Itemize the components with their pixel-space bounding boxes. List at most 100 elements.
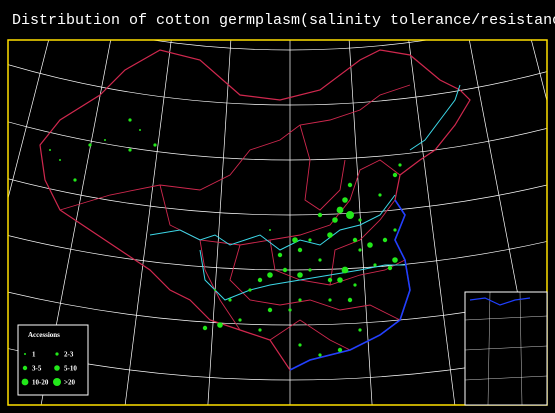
accession-point (128, 118, 132, 122)
accession-point (332, 217, 338, 223)
accession-point (298, 343, 302, 347)
accession-point (327, 277, 333, 283)
accession-point (139, 129, 141, 131)
meridian (8, 40, 50, 200)
legend-title: Accessions (28, 331, 60, 339)
accession-point (288, 308, 292, 312)
accession-point (292, 237, 298, 243)
accession-point (257, 277, 263, 283)
accession-point (317, 212, 323, 218)
accession-point (358, 328, 362, 332)
accession-point (358, 248, 362, 252)
inset-grid-line (464, 345, 548, 351)
inset-grid-line (464, 315, 548, 321)
province-border (229, 244, 401, 321)
accession-point (352, 237, 358, 243)
accession-point (346, 211, 354, 219)
accession-point (392, 257, 398, 263)
accession-point (202, 325, 208, 331)
accession-point (297, 272, 303, 278)
accession-point (59, 159, 61, 161)
accession-point (387, 265, 393, 271)
legend-symbol (21, 378, 29, 386)
accession-point (327, 232, 333, 238)
legend-symbol (22, 365, 28, 371)
accession-point (337, 347, 343, 353)
accession-point (308, 268, 312, 272)
accession-point (267, 272, 273, 278)
accession-point (258, 328, 262, 332)
accession-point (88, 143, 92, 147)
inset-map (464, 291, 548, 406)
accession-point (328, 298, 332, 302)
meridian (348, 40, 373, 405)
meridian (124, 40, 172, 405)
accession-point (297, 247, 303, 253)
inset-grid-line (487, 291, 491, 406)
meridian (530, 40, 547, 103)
province-border (299, 124, 346, 211)
map-title: Distribution of cotton germplasm(salinit… (12, 12, 555, 29)
coastline (289, 199, 411, 371)
legend-label: 2-3 (64, 351, 74, 359)
accession-point (73, 178, 77, 182)
accession-point (238, 318, 242, 322)
accession-point (353, 283, 357, 287)
map-frame (7, 39, 548, 406)
accession-point (104, 139, 106, 141)
accession-point (392, 172, 398, 178)
legend-items: 1 2-3 3-5 5-10 10-20 >20 (21, 351, 77, 387)
accession-point (336, 206, 344, 214)
legend-label: 3-5 (32, 365, 42, 373)
accession-point (393, 228, 397, 232)
accession-point (382, 237, 388, 243)
accession-point (341, 266, 349, 274)
legend-label: 10-20 (32, 379, 49, 387)
accession-point (128, 148, 132, 152)
inset-coastline (469, 297, 531, 306)
accession-point (153, 143, 157, 147)
legend (17, 324, 89, 396)
accession-point (367, 242, 373, 248)
legend-symbol (53, 378, 61, 386)
inset-grid (464, 291, 548, 406)
accession-point (298, 298, 302, 302)
inset-grid-line (519, 291, 523, 406)
accession-point (347, 182, 353, 188)
accession-point (217, 322, 223, 328)
accession-point (214, 289, 216, 291)
accession-point (228, 298, 232, 302)
inset-grid-line (464, 375, 548, 381)
province-border (329, 199, 396, 286)
accession-point (282, 267, 288, 273)
accession-point (308, 238, 312, 242)
accession-point (378, 193, 382, 197)
river (409, 84, 461, 151)
accession-points (49, 118, 402, 357)
accession-point (277, 252, 283, 258)
accession-point (342, 197, 348, 203)
province-border (199, 239, 351, 351)
river (149, 194, 396, 251)
accession-point (337, 277, 343, 283)
meridian (207, 40, 232, 405)
meridian (408, 40, 456, 405)
province-border (59, 84, 411, 211)
legend-symbol (54, 365, 60, 371)
accession-point (373, 263, 377, 267)
accession-point (248, 288, 252, 292)
accession-point (267, 307, 273, 313)
legend-label: 1 (32, 351, 36, 359)
accession-point (358, 218, 362, 222)
accession-point (49, 149, 51, 151)
boundaries (39, 49, 471, 371)
accession-point (398, 163, 402, 167)
accession-point (318, 258, 322, 262)
legend-symbol (55, 352, 59, 356)
accession-point (269, 229, 271, 231)
legend-symbol (24, 353, 26, 355)
legend-label: >20 (64, 379, 75, 387)
legend-label: 5-10 (64, 365, 77, 373)
